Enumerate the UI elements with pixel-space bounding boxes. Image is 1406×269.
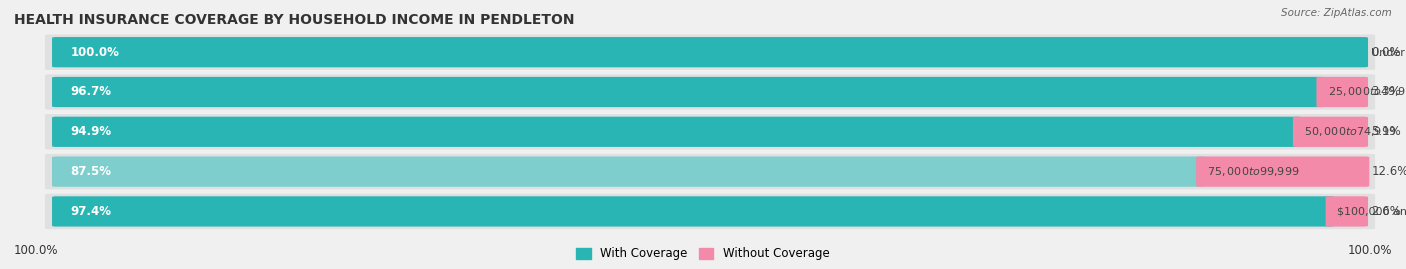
Text: $25,000 to $49,999: $25,000 to $49,999 — [1327, 86, 1406, 98]
Text: Under $25,000: Under $25,000 — [1371, 47, 1406, 57]
Text: $100,000 and over: $100,000 and over — [1337, 206, 1406, 217]
Legend: With Coverage, Without Coverage: With Coverage, Without Coverage — [576, 247, 830, 260]
FancyBboxPatch shape — [45, 154, 1375, 189]
FancyBboxPatch shape — [52, 196, 1334, 226]
FancyBboxPatch shape — [52, 157, 1205, 187]
FancyBboxPatch shape — [1326, 196, 1368, 226]
Text: 100.0%: 100.0% — [14, 244, 59, 257]
FancyBboxPatch shape — [1294, 117, 1368, 147]
FancyBboxPatch shape — [1197, 157, 1369, 187]
Text: 2.6%: 2.6% — [1371, 205, 1400, 218]
Text: 87.5%: 87.5% — [70, 165, 111, 178]
FancyBboxPatch shape — [45, 34, 1375, 70]
FancyBboxPatch shape — [52, 77, 1324, 107]
Text: 0.0%: 0.0% — [1371, 46, 1400, 59]
Text: 100.0%: 100.0% — [1347, 244, 1392, 257]
FancyBboxPatch shape — [1316, 77, 1368, 107]
Text: Source: ZipAtlas.com: Source: ZipAtlas.com — [1281, 8, 1392, 18]
Text: 96.7%: 96.7% — [70, 86, 111, 98]
Text: $50,000 to $74,999: $50,000 to $74,999 — [1305, 125, 1396, 138]
FancyBboxPatch shape — [45, 194, 1375, 229]
FancyBboxPatch shape — [45, 74, 1375, 110]
Text: $75,000 to $99,999: $75,000 to $99,999 — [1208, 165, 1301, 178]
Text: 100.0%: 100.0% — [70, 46, 120, 59]
Text: HEALTH INSURANCE COVERAGE BY HOUSEHOLD INCOME IN PENDLETON: HEALTH INSURANCE COVERAGE BY HOUSEHOLD I… — [14, 13, 575, 27]
FancyBboxPatch shape — [52, 37, 1368, 67]
Text: 5.1%: 5.1% — [1371, 125, 1400, 138]
Text: 3.3%: 3.3% — [1371, 86, 1400, 98]
Text: 94.9%: 94.9% — [70, 125, 111, 138]
Text: 97.4%: 97.4% — [70, 205, 111, 218]
Text: 12.6%: 12.6% — [1372, 165, 1406, 178]
FancyBboxPatch shape — [52, 117, 1302, 147]
FancyBboxPatch shape — [45, 114, 1375, 150]
